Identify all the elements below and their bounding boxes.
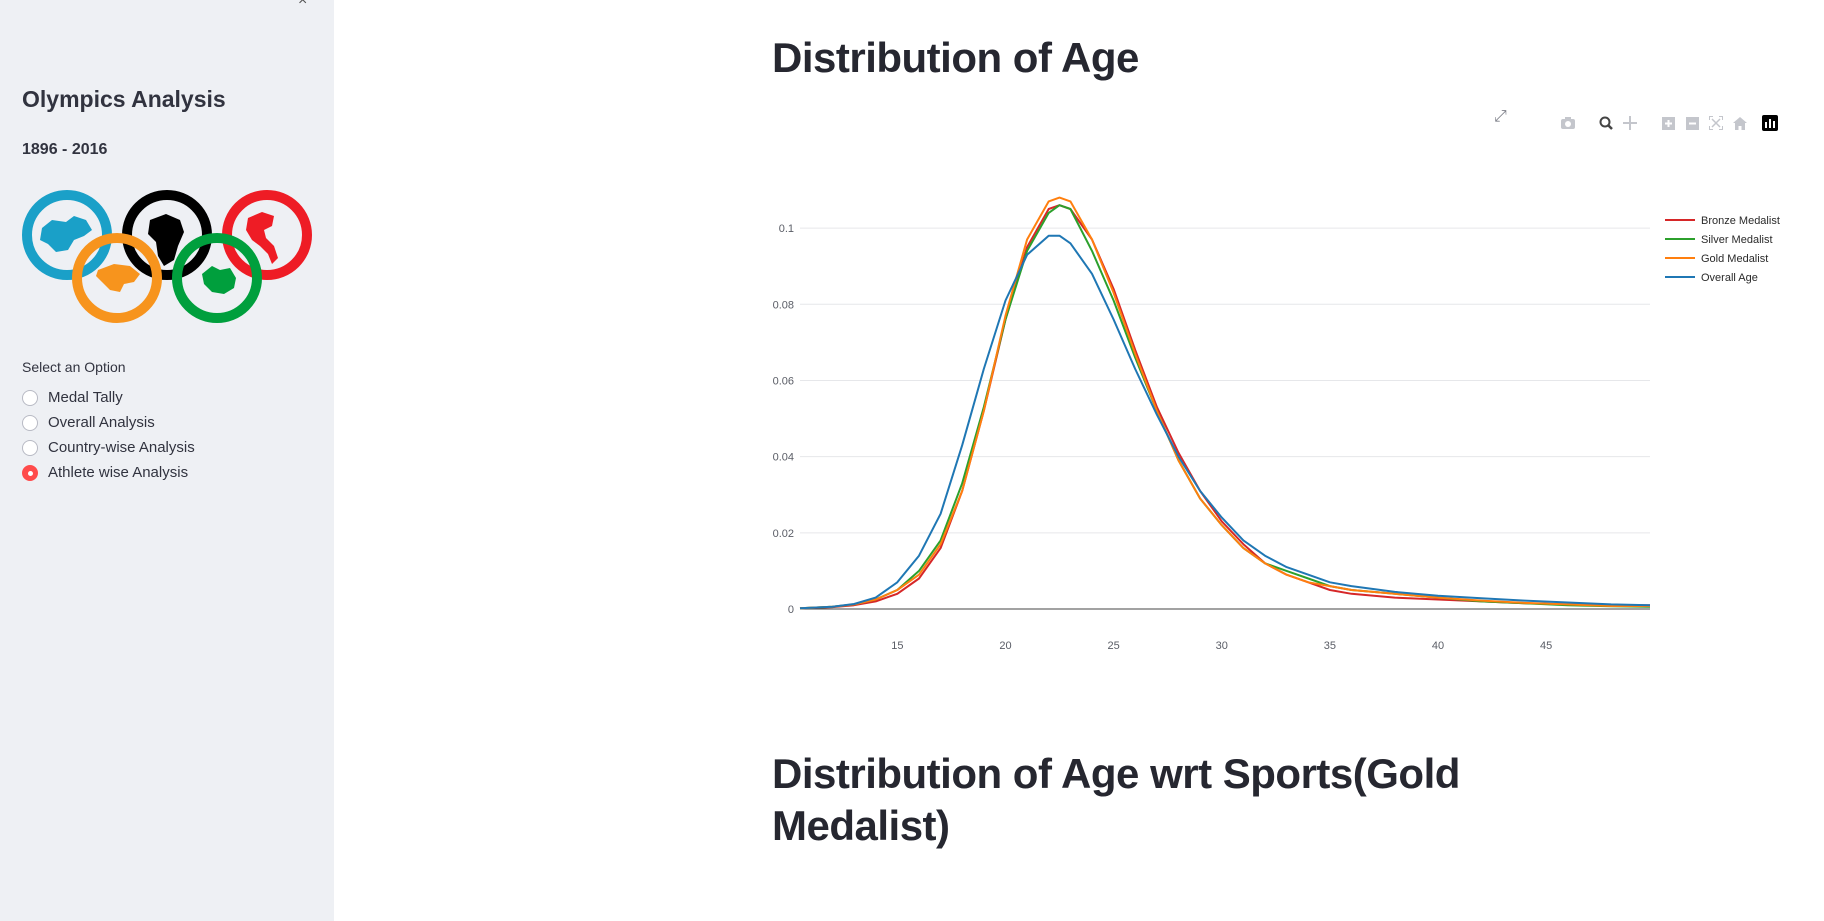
x-tick-label: 30 <box>1216 640 1228 652</box>
y-tick-label: 0 <box>788 604 794 616</box>
olympic-rings-logo <box>22 190 312 325</box>
sidebar-subtitle: 1896 - 2016 <box>22 141 107 159</box>
plotly-logo-icon[interactable] <box>1762 115 1778 131</box>
legend-item: Gold Medalist <box>1701 253 1768 265</box>
y-tick-label: 0.08 <box>773 299 794 311</box>
radio-medal-tally[interactable]: Medal Tally <box>22 385 195 410</box>
fullscreen-icon[interactable]: ⤢ <box>1494 108 1507 126</box>
y-tick-label: 0.1 <box>779 223 794 235</box>
option-radio-group: Medal Tally Overall Analysis Country-wis… <box>22 385 195 485</box>
radio-button[interactable] <box>22 415 38 431</box>
legend-item: Overall Age <box>1701 272 1758 284</box>
zoom-in-icon[interactable] <box>1656 112 1680 134</box>
x-tick-label: 25 <box>1107 640 1119 652</box>
y-tick-label: 0.04 <box>773 452 794 464</box>
y-tick-label: 0.06 <box>773 375 794 387</box>
series-line-overall-age <box>800 236 1650 609</box>
age-distribution-chart[interactable]: 0 0.02 0.04 0.06 0.08 0.1 15 20 25 30 35 40 45 Bronze… <box>760 170 1820 690</box>
series-line-silver-medalist <box>800 205 1650 608</box>
radio-label: Medal Tally <box>48 389 123 406</box>
plot-modebar <box>1556 112 1778 134</box>
zoom-out-icon[interactable] <box>1680 112 1704 134</box>
close-icon[interactable]: × <box>298 0 322 8</box>
radio-button-selected[interactable] <box>22 465 38 481</box>
page-title: Distribution of Age <box>772 34 1139 82</box>
radio-overall-analysis[interactable]: Overall Analysis <box>22 410 195 435</box>
legend-item: Silver Medalist <box>1701 234 1773 246</box>
x-tick-label: 35 <box>1324 640 1336 652</box>
x-tick-label: 15 <box>891 640 903 652</box>
reset-axes-icon[interactable] <box>1728 112 1752 134</box>
sidebar-title: Olympics Analysis <box>22 86 226 113</box>
pan-icon[interactable] <box>1618 112 1642 134</box>
x-tick-label: 45 <box>1540 640 1552 652</box>
zoom-icon[interactable] <box>1594 112 1618 134</box>
section-heading: Distribution of Age wrt Sports(Gold Meda… <box>772 748 1532 852</box>
radio-label: Athlete wise Analysis <box>48 464 188 481</box>
radio-group-label: Select an Option <box>22 359 126 375</box>
radio-label: Country-wise Analysis <box>48 439 195 456</box>
x-tick-label: 20 <box>999 640 1011 652</box>
radio-country-wise-analysis[interactable]: Country-wise Analysis <box>22 435 195 460</box>
sidebar: × Olympics Analysis 1896 - 2016 Select a… <box>0 0 334 921</box>
radio-athlete-wise-analysis[interactable]: Athlete wise Analysis <box>22 460 195 485</box>
camera-icon[interactable] <box>1556 112 1580 134</box>
series-line-gold-medalist <box>800 198 1650 609</box>
radio-label: Overall Analysis <box>48 414 155 431</box>
x-tick-label: 40 <box>1432 640 1444 652</box>
legend-item: Bronze Medalist <box>1701 215 1780 227</box>
autoscale-icon[interactable] <box>1704 112 1728 134</box>
radio-button[interactable] <box>22 440 38 456</box>
series-line-bronze-medalist <box>800 205 1650 608</box>
radio-button[interactable] <box>22 390 38 406</box>
y-tick-label: 0.02 <box>773 528 794 540</box>
